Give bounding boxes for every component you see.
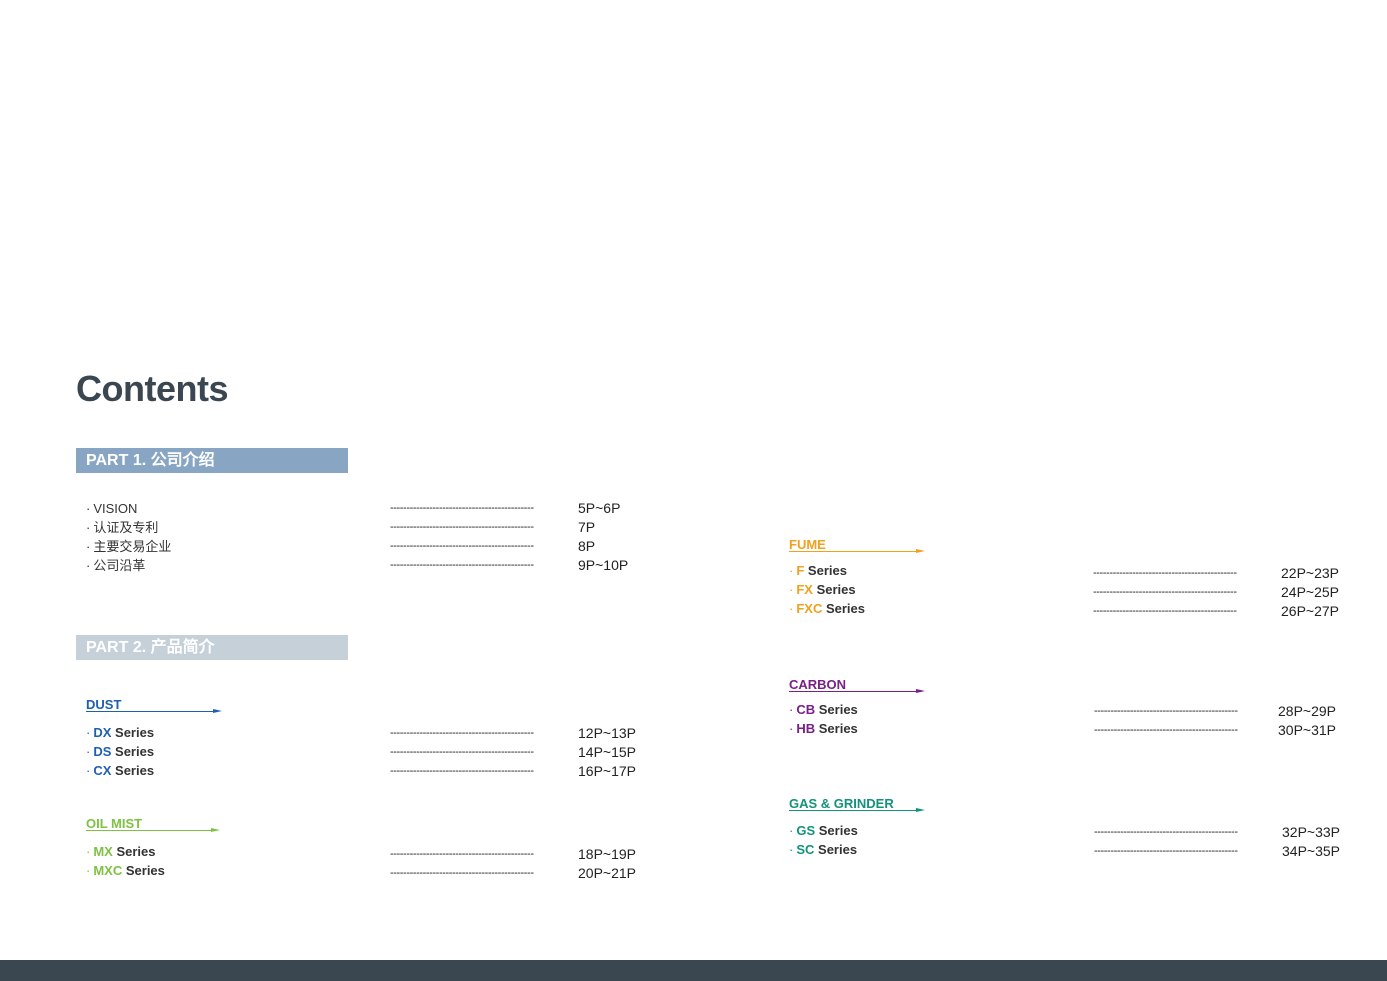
page-number: 24P~25P	[1281, 584, 1339, 600]
toc-item-label: 公司沿革	[93, 558, 146, 573]
toc-item-label: 认证及专利	[93, 520, 159, 535]
toc-item-certification[interactable]: · 认证及专利	[86, 520, 159, 535]
series-label: Series	[807, 563, 847, 578]
part2-header: PART 2. 产品简介	[76, 635, 348, 660]
arrow-right-icon	[916, 808, 925, 812]
series-label: Series	[115, 744, 155, 759]
page-number: 16P~17P	[578, 763, 636, 779]
toc-item-fxc[interactable]: · FXC Series	[789, 601, 866, 616]
category-oil-mist: OIL MIST	[86, 816, 143, 831]
leader-dots: ----------------------------------------…	[1094, 845, 1238, 857]
leader-dots: ----------------------------------------…	[390, 521, 534, 533]
series-label: Series	[116, 844, 156, 859]
series-code: CX	[93, 763, 112, 778]
toc-item-mxc[interactable]: · MXC Series	[86, 863, 165, 878]
leader-dots: ----------------------------------------…	[1094, 826, 1238, 838]
leader-dots: ----------------------------------------…	[390, 867, 534, 879]
page-number: 18P~19P	[578, 846, 636, 862]
toc-item-mx[interactable]: · MX Series	[86, 844, 156, 859]
page-number: 22P~23P	[1281, 565, 1339, 581]
leader-dots: ----------------------------------------…	[390, 540, 534, 552]
toc-item-hb[interactable]: · HB Series	[789, 721, 858, 736]
page-number: 28P~29P	[1278, 703, 1336, 719]
page-number: 5P~6P	[578, 500, 621, 516]
toc-item-label: 主要交易企业	[93, 539, 172, 554]
series-code: SC	[796, 842, 815, 857]
series-code: DS	[93, 744, 112, 759]
leader-dots: ----------------------------------------…	[390, 765, 534, 777]
category-fume: FUME	[789, 537, 826, 552]
category-underline	[789, 691, 917, 692]
toc-item-gs[interactable]: · GS Series	[789, 823, 858, 838]
series-code: F	[796, 563, 805, 578]
series-label: Series	[818, 842, 858, 857]
toc-item-f[interactable]: · F Series	[789, 563, 847, 578]
arrow-right-icon	[916, 689, 925, 693]
toc-item-cx[interactable]: · CX Series	[86, 763, 155, 778]
page-number: 20P~21P	[578, 865, 636, 881]
leader-dots: ----------------------------------------…	[390, 746, 534, 758]
page-number: 14P~15P	[578, 744, 636, 760]
series-code: GS	[796, 823, 816, 838]
series-label: Series	[816, 582, 856, 597]
page-number: 26P~27P	[1281, 603, 1339, 619]
leader-dots: ----------------------------------------…	[1093, 586, 1237, 598]
series-label: Series	[125, 863, 165, 878]
series-label: Series	[115, 725, 155, 740]
arrow-right-icon	[211, 828, 220, 832]
leader-dots: ----------------------------------------…	[390, 559, 534, 571]
page-title: Contents	[76, 368, 229, 409]
series-code: FXC	[796, 601, 823, 616]
toc-item-cb[interactable]: · CB Series	[789, 702, 858, 717]
category-underline	[86, 830, 212, 831]
page-number: 32P~33P	[1282, 824, 1340, 840]
series-label: Series	[818, 721, 858, 736]
page-number: 7P	[578, 519, 596, 535]
leader-dots: ----------------------------------------…	[390, 848, 534, 860]
toc-item-vision[interactable]: · VISION	[86, 501, 138, 516]
category-carbon: CARBON	[789, 677, 847, 692]
series-code: MXC	[93, 863, 123, 878]
leader-dots: ----------------------------------------…	[390, 727, 534, 739]
page-number: 34P~35P	[1282, 843, 1340, 859]
toc-item-clients[interactable]: · 主要交易企业	[86, 539, 172, 554]
page-number: 9P~10P	[578, 557, 629, 573]
leader-dots: ----------------------------------------…	[1094, 724, 1238, 736]
leader-dots: ----------------------------------------…	[1093, 567, 1237, 579]
toc-item-label: VISION	[93, 501, 138, 516]
toc-item-ds[interactable]: · DS Series	[86, 744, 155, 759]
series-code: CB	[796, 702, 816, 717]
toc-item-dx[interactable]: · DX Series	[86, 725, 155, 740]
leader-dots: ----------------------------------------…	[1093, 605, 1237, 617]
arrow-right-icon	[213, 709, 222, 713]
series-code: FX	[796, 582, 813, 597]
category-underline	[789, 551, 917, 552]
series-code: MX	[93, 844, 113, 859]
category-gas-grinder: GAS & GRINDER	[789, 796, 894, 811]
series-code: DX	[93, 725, 112, 740]
toc-item-fx[interactable]: · FX Series	[789, 582, 856, 597]
page-number: 12P~13P	[578, 725, 636, 741]
toc-item-history[interactable]: · 公司沿革	[86, 558, 146, 573]
series-label: Series	[825, 601, 866, 616]
category-underline	[789, 810, 917, 811]
part1-header: PART 1. 公司介绍	[76, 448, 348, 473]
arrow-right-icon	[916, 549, 925, 553]
leader-dots: ----------------------------------------…	[390, 502, 534, 514]
leader-dots: ----------------------------------------…	[1094, 705, 1238, 717]
page-number: 30P~31P	[1278, 722, 1336, 738]
footer-bar	[0, 960, 1387, 981]
category-dust: DUST	[86, 697, 122, 712]
series-label: Series	[115, 763, 155, 778]
series-label: Series	[818, 702, 858, 717]
series-label: Series	[818, 823, 858, 838]
category-underline	[86, 711, 214, 712]
toc-item-sc[interactable]: · SC Series	[789, 842, 858, 857]
page-number: 8P	[578, 538, 596, 554]
series-code: HB	[796, 721, 816, 736]
